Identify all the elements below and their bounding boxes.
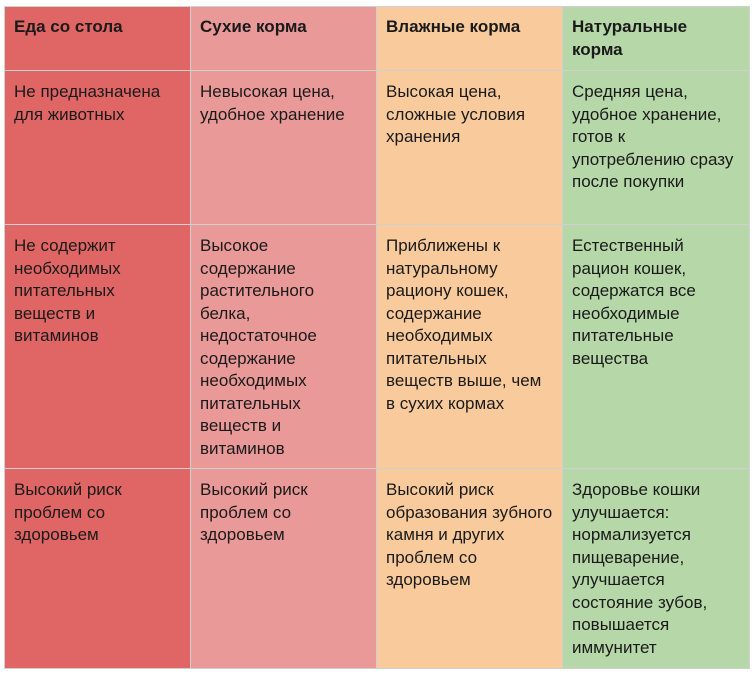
table-cell: Высокое содержание растительного белка, …: [190, 224, 377, 469]
table-body: Не предназначена для животных Невысокая ц…: [4, 70, 750, 669]
table-row: Не содержит необходимых питательных веще…: [4, 224, 750, 469]
table-cell: Приближены к натуральному рациону кошек,…: [376, 224, 563, 469]
table-row: Не предназначена для животных Невысокая ц…: [4, 70, 750, 225]
table-cell: Здоровье кошки улучшается: нормализуется…: [562, 468, 750, 669]
header-cell: Натуральные корма: [562, 6, 750, 71]
table-cell: Высокая цена, сложные условия хранения: [376, 70, 563, 225]
comparison-table: Еда со стола Сухие корма Влажные корма Нату…: [4, 6, 750, 669]
table-cell: Не предназначена для животных: [4, 70, 191, 225]
table-cell: Невысокая цена, удобное хранение: [190, 70, 377, 225]
table-cell: Естественный рацион кошек, содержатся вс…: [562, 224, 750, 469]
header-cell: Еда со стола: [4, 6, 191, 71]
header-cell: Сухие корма: [190, 6, 377, 71]
header-row: Еда со стола Сухие корма Влажные корма Нату…: [4, 6, 750, 71]
header-cell: Влажные корма: [376, 6, 563, 71]
table-row: Высокий риск проблем со здоровьем Высокий…: [4, 468, 750, 669]
table-cell: Не содержит необходимых питательных веще…: [4, 224, 191, 469]
table-cell: Высокий риск проблем со здоровьем: [4, 468, 191, 669]
table-cell: Высокий риск проблем со здоровьем: [190, 468, 377, 669]
table-cell: Средняя цена, удобное хранение, готов к …: [562, 70, 750, 225]
table-cell: Высокий риск образования зубного камня и…: [376, 468, 563, 669]
